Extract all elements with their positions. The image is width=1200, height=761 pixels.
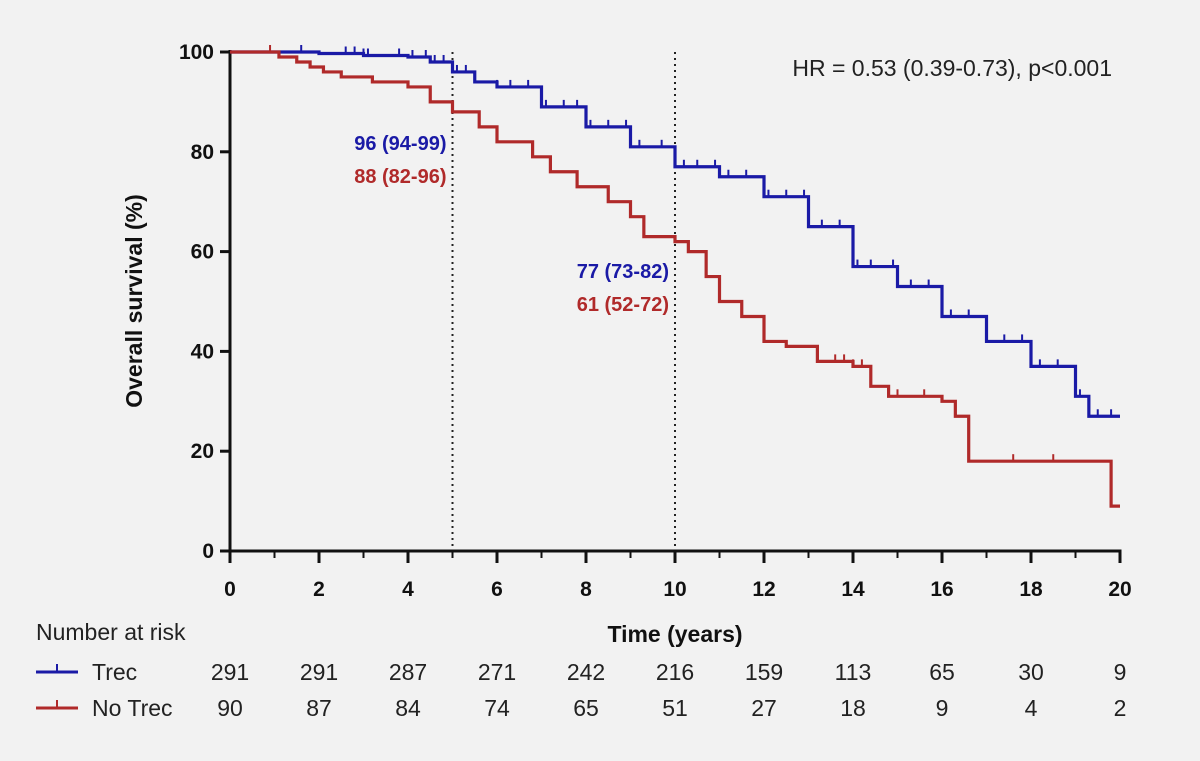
y-tick-label-0: 0: [202, 540, 214, 563]
x-tick-label-6: 6: [491, 578, 503, 601]
risk-cell: 74: [484, 695, 510, 721]
y-tick-label-60: 60: [191, 241, 214, 264]
x-tick-label-10: 10: [663, 578, 686, 601]
risk-cell: 84: [395, 695, 421, 721]
y-tick-label-80: 80: [191, 141, 214, 164]
series-trec: [230, 45, 1120, 418]
x-tick-label-18: 18: [1019, 578, 1043, 601]
y-tick-label-20: 20: [191, 440, 214, 463]
risk-table-title: Number at risk: [36, 619, 186, 645]
x-tick-label-8: 8: [580, 578, 592, 601]
risk-cell: 291: [300, 659, 338, 685]
risk-cell: 87: [306, 695, 332, 721]
x-axis-title: Time (years): [607, 621, 742, 647]
y-tick-label-40: 40: [191, 340, 214, 363]
risk-cell: 287: [389, 659, 427, 685]
risk-cell: 159: [745, 659, 783, 685]
risk-cell: 271: [478, 659, 516, 685]
x-tick-label-14: 14: [841, 578, 865, 601]
number-at-risk-table: Number at risk Trec 291 291 287 271 242 216 159…: [36, 619, 1126, 721]
risk-row-label: No Trec: [92, 695, 173, 721]
survival-estimates: 96 (94-99) 77 (73-82) 88 (82-96) 61 (52-72): [354, 133, 669, 316]
x-tick-label-16: 16: [930, 578, 953, 601]
risk-cell: 216: [656, 659, 694, 685]
risk-cell: 2: [1114, 695, 1127, 721]
survival-curve-no-trec: [230, 50, 1120, 508]
y-axis-title: Overall survival (%): [121, 194, 147, 408]
x-tick-label-0: 0: [224, 578, 236, 601]
estimate-trec-10: 77 (73-82): [577, 261, 669, 283]
series-layer: [230, 45, 1120, 508]
risk-cell: 30: [1018, 659, 1044, 685]
axes: 0 20 40 60 80 100 0 2 4 6 8 10 12 14 16 18 20: [179, 41, 1132, 601]
estimate-trec-5: 96 (94-99): [354, 133, 446, 155]
y-tick-label-100: 100: [179, 41, 214, 64]
legend-trec: Trec: [36, 659, 137, 685]
x-tick-label-2: 2: [313, 578, 325, 601]
risk-cell: 9: [1114, 659, 1127, 685]
survival-curve-trec: [230, 50, 1120, 418]
legend-no-trec: No Trec: [36, 695, 173, 721]
risk-row-label: Trec: [92, 659, 137, 685]
x-tick-label-12: 12: [752, 578, 775, 601]
x-tick-label-4: 4: [402, 578, 414, 601]
series-no-trec: [230, 45, 1120, 508]
risk-cell: 242: [567, 659, 605, 685]
risk-cell: 4: [1025, 695, 1038, 721]
risk-cell: 65: [573, 695, 599, 721]
risk-cell: 65: [929, 659, 955, 685]
reference-lines: [451, 52, 676, 551]
risk-cell: 9: [936, 695, 949, 721]
estimate-no-trec-5: 88 (82-96): [354, 166, 446, 188]
risk-cell: 113: [835, 659, 872, 685]
risk-cell: 90: [217, 695, 243, 721]
risk-cell: 51: [662, 695, 688, 721]
risk-cell: 18: [840, 695, 866, 721]
risk-cell: 27: [751, 695, 777, 721]
estimate-no-trec-10: 61 (52-72): [577, 294, 669, 316]
hazard-ratio-annotation: HR = 0.53 (0.39-0.73), p<0.001: [792, 55, 1112, 81]
risk-cell: 291: [211, 659, 249, 685]
x-tick-label-20: 20: [1108, 578, 1131, 601]
